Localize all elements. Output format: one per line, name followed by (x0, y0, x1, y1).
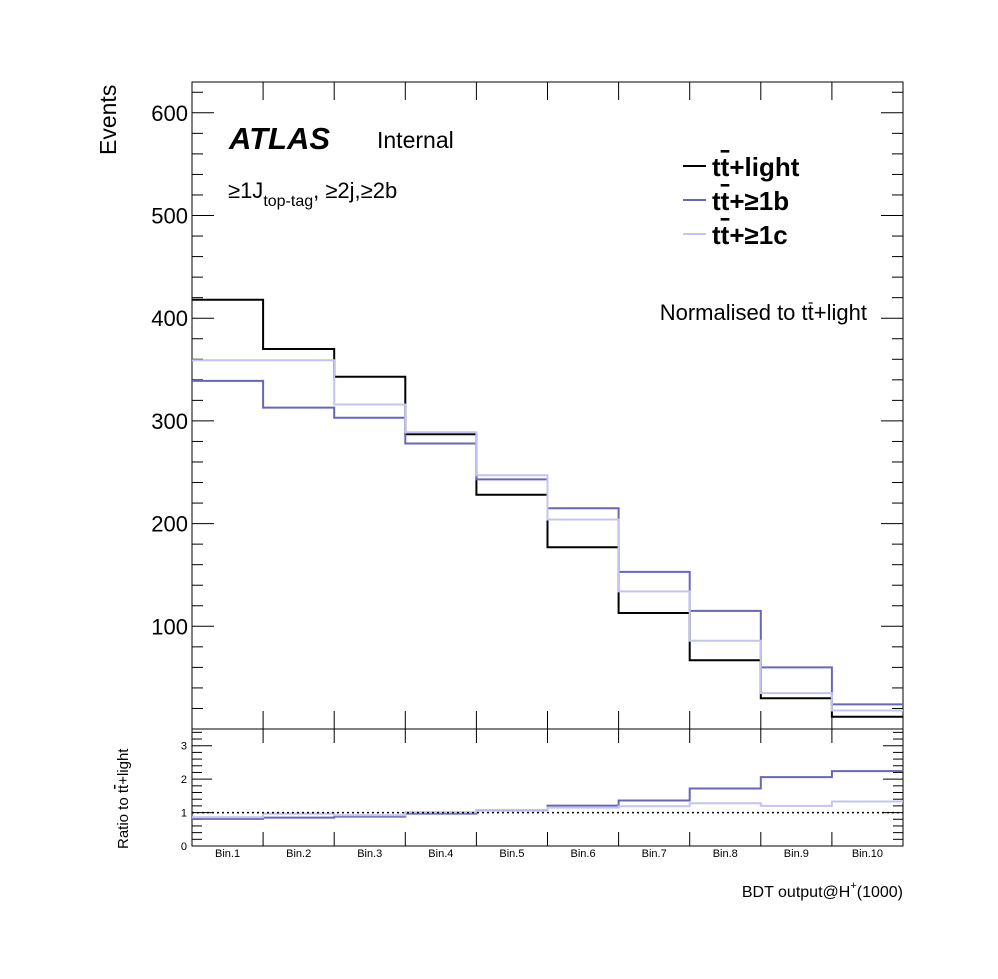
legend-label-tbar: t (721, 186, 730, 216)
main-y-tick-label: 400 (151, 306, 188, 331)
normalisation-note-prefix: Normalised to t (660, 300, 808, 325)
y-axis-label: Events (95, 85, 121, 155)
x-tick-labels: Bin.1 Bin.2 Bin.3 Bin.4 Bin.5 Bin.6 Bin.7 Bin.8… (215, 848, 883, 860)
x-tick-label: Bin.3 (357, 848, 382, 860)
ratio-y-axis-label-tbar: t (115, 784, 132, 789)
ratio-y-axis-label: Ratio to tt+light (115, 748, 132, 849)
ratio-y-tick-label: 0 (181, 841, 187, 853)
legend-label-rest: +≥1c (729, 220, 787, 250)
normalisation-note-tbar: t (808, 300, 814, 325)
x-axis-label-sup: + (850, 880, 856, 892)
main-ticks (192, 82, 903, 729)
ratio-y-axis-label-suffix: +light (115, 748, 132, 785)
main-y-tick-label: 500 (151, 204, 188, 229)
main-y-tick-label: 200 (151, 512, 188, 537)
main-y-tick-labels: 100 200 300 400 500 600 (151, 101, 188, 639)
main-series (192, 298, 903, 718)
ratio-y-axis-label-prefix: Ratio to t (115, 788, 132, 849)
x-axis-label-prefix: BDT output@H (742, 884, 850, 901)
legend-label-t: t (712, 220, 721, 250)
normalisation-note-suffix: +light (814, 300, 867, 325)
ratio-series-1-line (192, 800, 903, 819)
x-tick-label: Bin.4 (428, 848, 453, 860)
main-series-2-line (192, 359, 903, 712)
region-label-prefix: ≥1J (228, 178, 263, 203)
ratio-series (192, 770, 903, 820)
x-tick-label: Bin.9 (784, 848, 809, 860)
ratio-y-tick-label: 1 (181, 808, 187, 820)
x-tick-label: Bin.6 (571, 848, 596, 860)
x-tick-label: Bin.1 (215, 848, 240, 860)
ratio-y-tick-labels: 0 1 2 3 (181, 741, 187, 853)
main-y-tick-label: 600 (151, 101, 188, 126)
main-y-tick-label: 100 (151, 614, 188, 639)
legend-label-tbar: t (721, 152, 730, 182)
legend-label-2: tt+≥1c (712, 220, 788, 250)
ratio-y-tick-label: 2 (181, 774, 187, 786)
atlas-status: Internal (377, 127, 454, 153)
legend-label-0: tt+light (712, 152, 800, 182)
x-tick-label: Bin.8 (713, 848, 738, 860)
x-axis-label: BDT output@H+(1000) (742, 880, 903, 901)
region-label-suffix: , ≥2j,≥2b (313, 178, 397, 203)
legend-label-tbar: t (721, 220, 730, 250)
x-tick-label: Bin.5 (499, 848, 524, 860)
region-label: ≥1Jtop-tag, ≥2j,≥2b (228, 178, 397, 210)
x-tick-label: Bin.10 (852, 848, 883, 860)
region-label-subscript: top-tag (263, 193, 313, 210)
x-tick-label: Bin.7 (642, 848, 667, 860)
ratio-y-tick-label: 3 (181, 741, 187, 753)
atlas-label: ATLAS (228, 121, 330, 156)
legend-label-rest: +≥1b (729, 186, 789, 216)
normalisation-note: Normalised to tt+light (660, 300, 867, 325)
x-axis-label-suffix: (1000) (857, 884, 903, 901)
x-tick-label: Bin.2 (286, 848, 311, 860)
legend-label-1: tt+≥1b (712, 186, 789, 216)
main-panel: 100 200 300 400 500 600 Events ATLAS Internal… (95, 81, 904, 730)
legend-label-t: t (712, 186, 721, 216)
main-y-tick-label: 300 (151, 409, 188, 434)
legend-label-rest: +light (729, 152, 799, 182)
legend-label-t: t (712, 152, 721, 182)
